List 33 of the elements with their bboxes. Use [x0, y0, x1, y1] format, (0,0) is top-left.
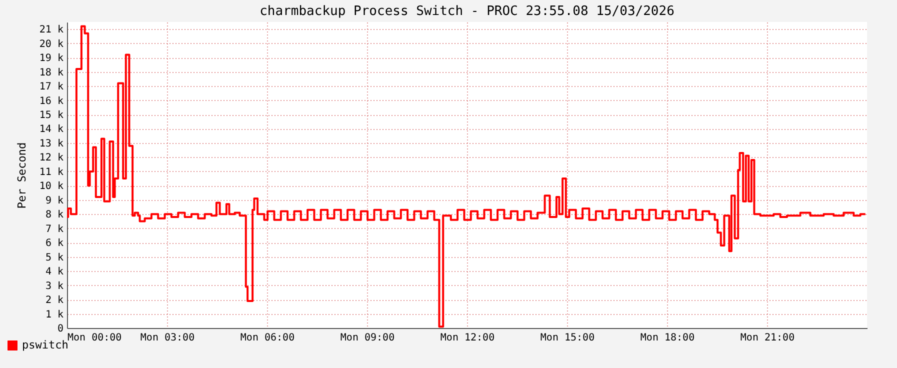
y-tick-label: 5 k — [45, 252, 64, 264]
x-tick-label: Mon 03:00 — [140, 332, 195, 344]
y-tick-label: 15 k — [39, 110, 64, 122]
y-tick-label: 20 k — [39, 38, 64, 50]
y-tick-label: 1 k — [45, 309, 64, 320]
x-tick-label: Mon 15:00 — [540, 332, 595, 344]
y-tick-label: 11 k — [39, 166, 64, 178]
y-tick-label: 0 — [57, 324, 64, 334]
chart-title: charmbackup Process Switch - PROC 23:55.08 15/03/2026 — [260, 4, 674, 19]
y-tick-label: 21 k — [39, 24, 64, 36]
y-tick-label: 10 k — [39, 181, 64, 192]
y-tick-label: 2 k — [45, 295, 64, 306]
y-tick-label: 17 k — [39, 82, 64, 93]
y-tick-label: 16 k — [39, 96, 64, 107]
x-tick-label: Mon 00:00 — [68, 332, 122, 344]
y-tick-label: 12 k — [39, 152, 64, 164]
x-tick-label: Mon 09:00 — [340, 332, 395, 344]
y-tick-label: 3 k — [45, 280, 64, 292]
y-tick-label: 9 k — [45, 195, 64, 206]
y-axis-title: Per Second — [15, 142, 28, 209]
y-tick-label: 4 k — [45, 266, 64, 278]
x-tick-label: Mon 12:00 — [440, 332, 495, 344]
legend-label: pswitch — [22, 338, 68, 352]
y-tick-label: 14 k — [39, 124, 64, 136]
y-tick-label: 19 k — [39, 53, 64, 64]
x-tick-label: Mon 18:00 — [640, 332, 695, 344]
y-tick-label: 7 k — [45, 224, 64, 235]
y-tick-label: 8 k — [45, 210, 64, 221]
y-tick-label: 6 k — [45, 238, 64, 250]
y-tick-label: 13 k — [39, 138, 64, 150]
x-tick-label: Mon 21:00 — [740, 332, 795, 344]
y-tick-label: 18 k — [39, 67, 64, 78]
x-tick-label: Mon 06:00 — [240, 332, 295, 344]
